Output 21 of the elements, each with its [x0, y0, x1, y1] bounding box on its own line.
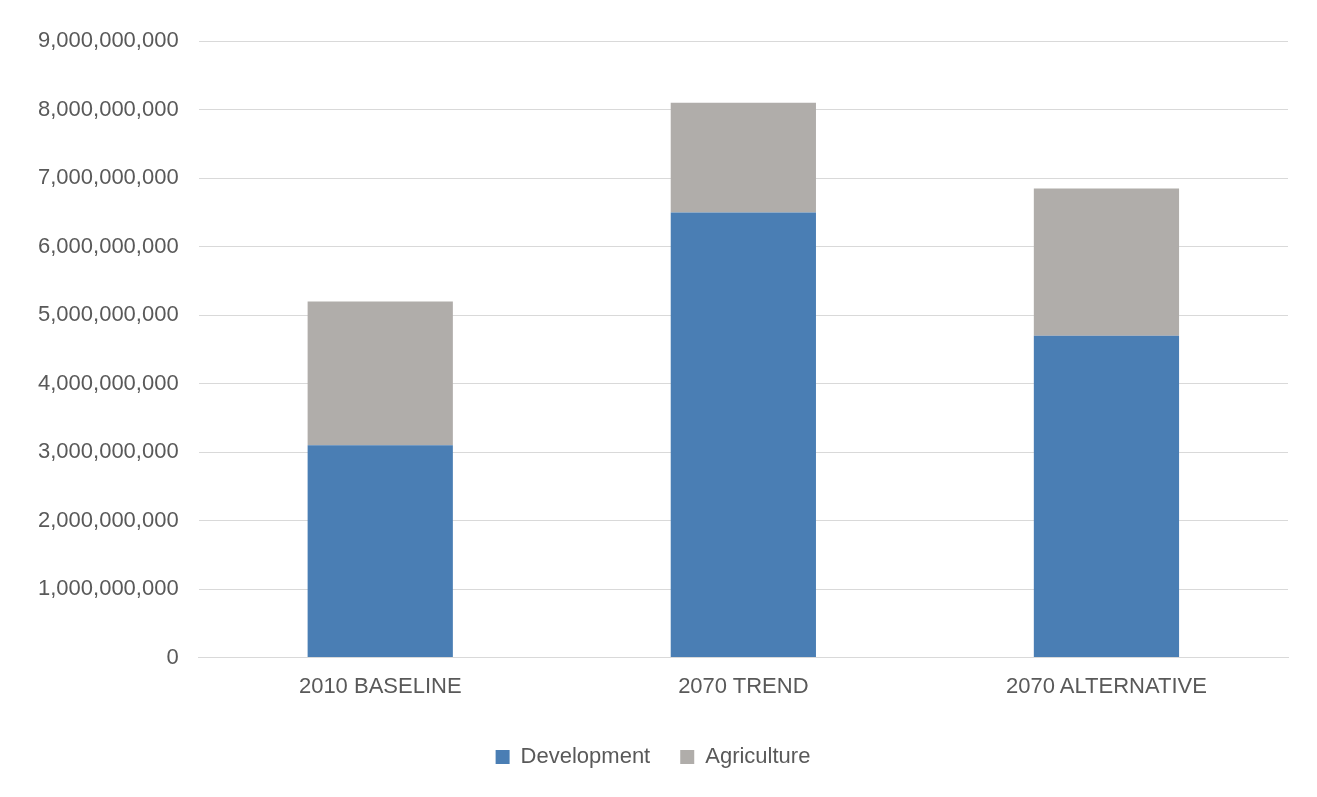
bar [307, 445, 453, 658]
x-tick-label: 2010 BASELINE [298, 672, 462, 698]
legend-label: Development [520, 743, 651, 769]
y-tick-label: 8,000,000,000 [37, 95, 179, 121]
bar [670, 212, 816, 658]
bar [1033, 188, 1180, 336]
y-tick-label: 6,000,000,000 [37, 232, 179, 258]
x-tick-label: 2070 ALTERNATIVE [1005, 672, 1207, 698]
y-tick-label: 1,000,000,000 [37, 575, 179, 601]
y-tick-label: 2,000,000,000 [37, 506, 179, 532]
bar [670, 102, 816, 213]
bar [1033, 335, 1180, 658]
x-tick-label: 2070 TREND [678, 672, 809, 698]
legend-label: Agriculture [705, 743, 811, 769]
y-tick-label: 0 [166, 643, 179, 669]
y-tick-label: 7,000,000,000 [37, 164, 179, 190]
y-tick-label: 3,000,000,000 [37, 438, 179, 464]
bar [307, 301, 453, 446]
y-tick-label: 9,000,000,000 [37, 27, 179, 53]
y-tick-label: 5,000,000,000 [37, 301, 179, 327]
y-tick-label: 4,000,000,000 [37, 369, 179, 395]
